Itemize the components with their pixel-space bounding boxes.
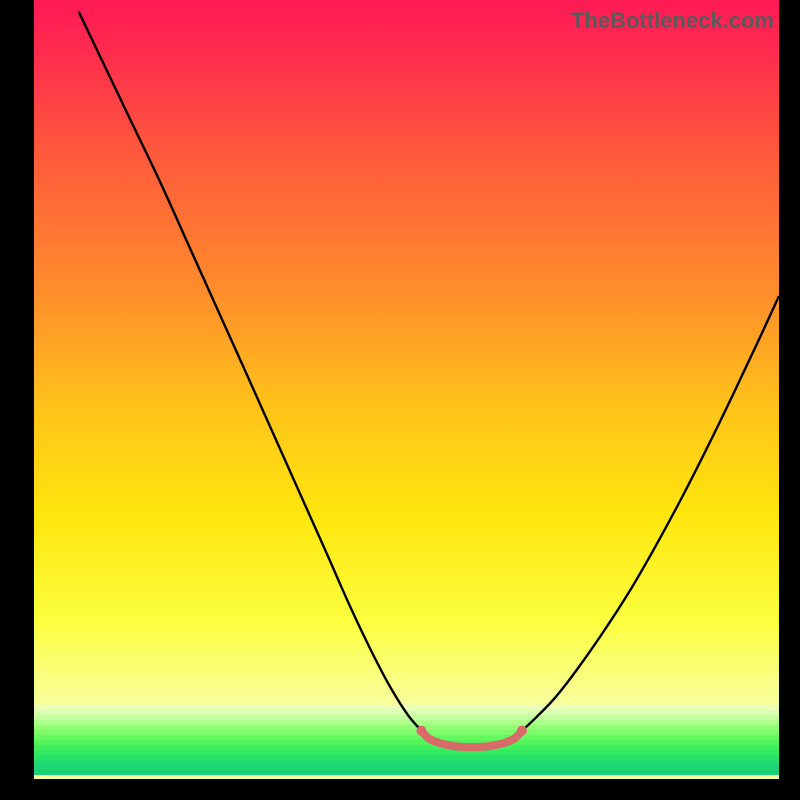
- watermark-text: TheBottleneck.com: [571, 8, 774, 34]
- curve-right-branch: [521, 296, 779, 732]
- bottom-marker-left: [416, 726, 426, 736]
- curve-left-branch: [79, 12, 423, 732]
- curve-svg: [34, 0, 779, 779]
- curve-bottom-segment: [421, 731, 522, 747]
- bottleneck-chart: TheBottleneck.com: [0, 0, 800, 800]
- plot-area: [34, 0, 779, 779]
- bottom-marker-right: [517, 726, 527, 736]
